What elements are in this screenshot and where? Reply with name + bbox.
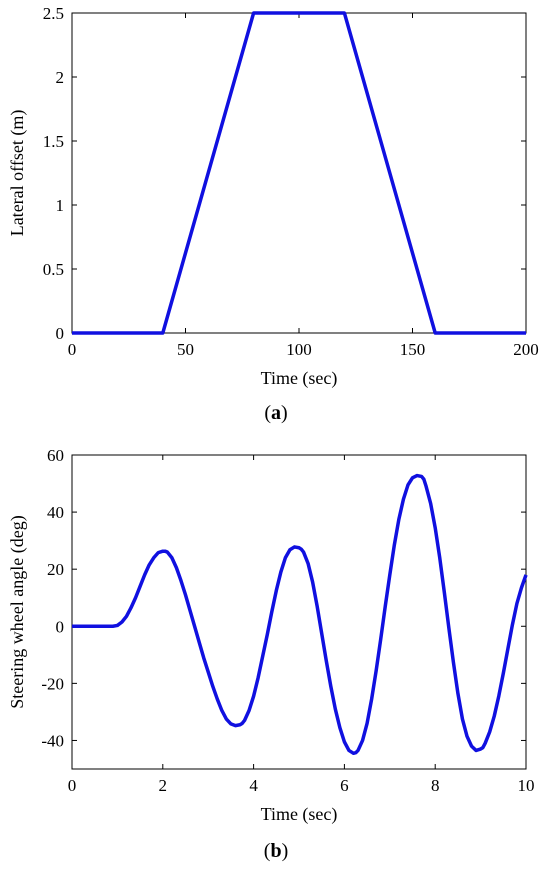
x-tick-label-a-4: 200	[513, 340, 539, 359]
x-tick-label-a-2: 100	[286, 340, 312, 359]
y-tick-label-b-0: -40	[41, 731, 64, 750]
y-tick-label-a-2: 1	[56, 196, 65, 215]
y-tick-label-a-5: 2.5	[43, 4, 64, 23]
x-tick-label-b-1: 2	[159, 776, 168, 795]
x-tick-label-b-0: 0	[68, 776, 77, 795]
y-tick-label-b-4: 40	[47, 503, 64, 522]
x-tick-label-b-2: 4	[249, 776, 258, 795]
y-tick-label-a-1: 0.5	[43, 260, 64, 279]
x-tick-label-b-5: 10	[518, 776, 535, 795]
plot-area-a	[71, 12, 527, 334]
x-tick-label-b-4: 8	[431, 776, 440, 795]
y-tick-label-a-4: 2	[56, 68, 65, 87]
series-line-b	[72, 473, 528, 756]
y-tick-label-a-3: 1.5	[43, 132, 64, 151]
panel-letter-a: a	[271, 402, 281, 424]
x-tick-label-b-3: 6	[340, 776, 349, 795]
y-tick-label-a-0: 0	[56, 324, 65, 343]
x-tick-label-a-0: 0	[68, 340, 77, 359]
series-line-a	[72, 11, 526, 335]
y-axis-label-a: Lateral offset (m)	[7, 110, 28, 237]
ticks-a: 0 50 100 150 200 0 0.5 1 1.5 2 2.5	[43, 4, 539, 359]
panel-b: 0 2 4 6 8 10 -40 -20 0 20 40 60 Time (sec) Steering…	[7, 446, 535, 862]
ticks-b: 0 2 4 6 8 10 -40 -20 0 20 40 60	[41, 446, 534, 795]
panel-a: 0 50 100 150 200 0 0.5 1 1.5 2 2.5 Time (sec) Late…	[7, 4, 539, 424]
y-axis-label-b: Steering wheel angle (deg)	[7, 515, 28, 708]
panel-letter-b: b	[270, 840, 281, 862]
plot-area-b	[71, 454, 527, 770]
panel-caption-b: (b)	[264, 840, 288, 862]
y-tick-label-b-1: -20	[41, 674, 64, 693]
y-tick-label-b-5: 60	[47, 446, 64, 465]
x-tick-label-a-3: 150	[400, 340, 426, 359]
panel-caption-a: (a)	[264, 402, 287, 424]
x-tick-label-a-1: 50	[177, 340, 194, 359]
x-axis-label-a: Time (sec)	[261, 368, 338, 389]
x-axis-label-b: Time (sec)	[261, 804, 338, 825]
y-tick-label-b-3: 20	[47, 560, 64, 579]
y-tick-label-b-2: 0	[56, 617, 65, 636]
